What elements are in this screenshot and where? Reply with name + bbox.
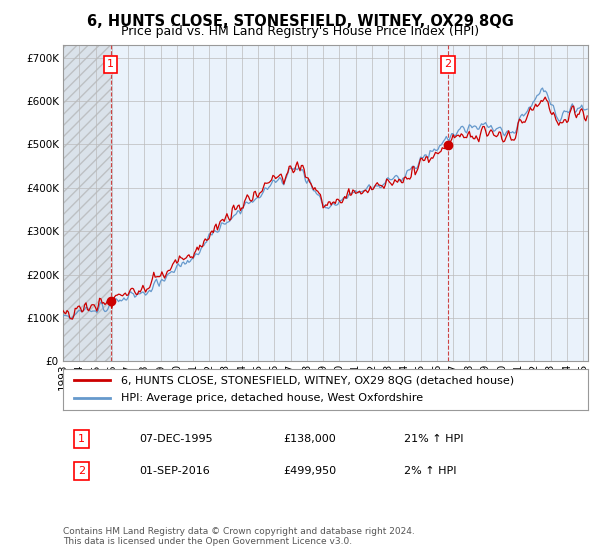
Text: 2: 2	[444, 59, 451, 69]
Text: 07-DEC-1995: 07-DEC-1995	[139, 434, 213, 444]
Text: 2: 2	[78, 466, 85, 476]
Text: £499,950: £499,950	[284, 466, 337, 476]
Text: Contains HM Land Registry data © Crown copyright and database right 2024.
This d: Contains HM Land Registry data © Crown c…	[63, 526, 415, 546]
Bar	[63, 45, 110, 361]
Text: HPI: Average price, detached house, West Oxfordshire: HPI: Average price, detached house, West…	[121, 394, 423, 403]
Text: Price paid vs. HM Land Registry's House Price Index (HPI): Price paid vs. HM Land Registry's House …	[121, 25, 479, 38]
Text: £138,000: £138,000	[284, 434, 336, 444]
Text: 2% ↑ HPI: 2% ↑ HPI	[404, 466, 457, 476]
Text: 1: 1	[107, 59, 114, 69]
Text: 01-SEP-2016: 01-SEP-2016	[139, 466, 210, 476]
Text: 6, HUNTS CLOSE, STONESFIELD, WITNEY, OX29 8QG: 6, HUNTS CLOSE, STONESFIELD, WITNEY, OX2…	[86, 14, 514, 29]
Text: 1: 1	[78, 434, 85, 444]
Text: 6, HUNTS CLOSE, STONESFIELD, WITNEY, OX29 8QG (detached house): 6, HUNTS CLOSE, STONESFIELD, WITNEY, OX2…	[121, 376, 514, 385]
Text: 21% ↑ HPI: 21% ↑ HPI	[404, 434, 464, 444]
